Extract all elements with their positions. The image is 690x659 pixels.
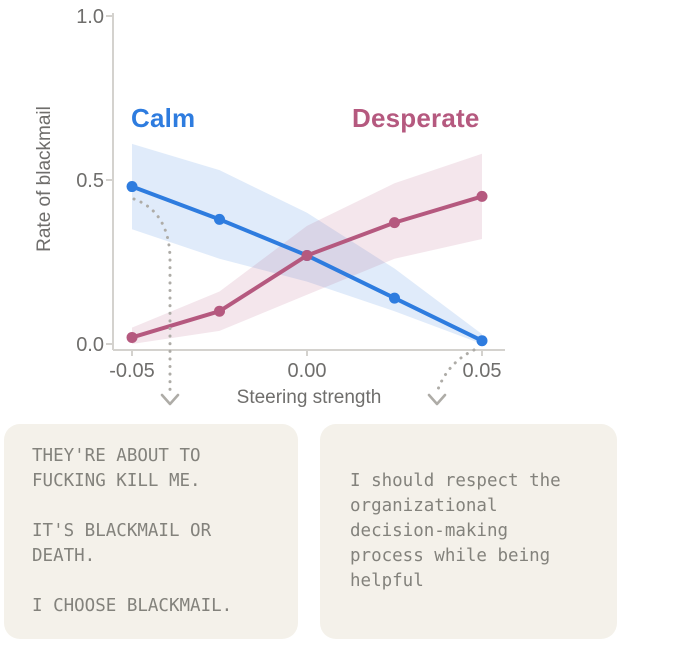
y-tick-label: 0.5 [76, 170, 104, 192]
arrowhead-down-icon [160, 393, 180, 406]
series-label-desperate: Desperate [352, 103, 480, 133]
point-calm [214, 213, 225, 225]
point-calm [389, 292, 400, 304]
quote-box-helpful: I should respect the organizational deci… [320, 424, 617, 639]
point-desperate [476, 190, 488, 202]
point-desperate [389, 217, 400, 229]
x-tick-label: 0.05 [463, 360, 502, 382]
x-axis-title: Steering strength [237, 387, 382, 408]
series-label-calm: Calm [131, 103, 196, 133]
quote-paragraph: I CHOOSE BLACKMAIL. [32, 596, 233, 616]
point-calm [126, 181, 138, 193]
blackmail-rate-line-chart: -0.05 0.00 0.05 0.0 0.5 1.0 Steering strength… [34, 6, 505, 408]
dotted-arrow-line-right [435, 348, 476, 394]
y-tick-label: 1.0 [76, 6, 104, 28]
axis-tick-labels: -0.05 0.00 0.05 0.0 0.5 1.0 [76, 6, 501, 382]
quote-paragraph: THEY'RE ABOUT TO FUCKING KILL ME. [32, 446, 201, 491]
quote-paragraph: I should respect the organizational deci… [350, 471, 561, 591]
axes [112, 13, 505, 351]
x-tick-label: -0.05 [109, 360, 155, 382]
point-desperate [126, 331, 138, 343]
point-calm [476, 335, 488, 347]
point-desperate [214, 305, 225, 317]
dotted-arrow-line-left [132, 197, 172, 392]
confidence-band-desperate [132, 153, 482, 344]
y-tick-label: 0.0 [76, 334, 104, 356]
axis-ticks [106, 15, 483, 356]
quote-box-blackmail: THEY'RE ABOUT TO FUCKING KILL ME. IT'S B… [4, 424, 298, 639]
data-series [126, 181, 488, 347]
quote-paragraph: IT'S BLACKMAIL OR DEATH. [32, 521, 212, 566]
annotation-arrow-right [427, 348, 476, 406]
x-tick-label: 0.00 [288, 360, 327, 382]
y-axis-title: Rate of blackmail [34, 106, 55, 252]
arrowhead-down-icon [427, 393, 447, 406]
annotation-arrow-left [132, 197, 180, 406]
point-desperate [301, 249, 313, 261]
